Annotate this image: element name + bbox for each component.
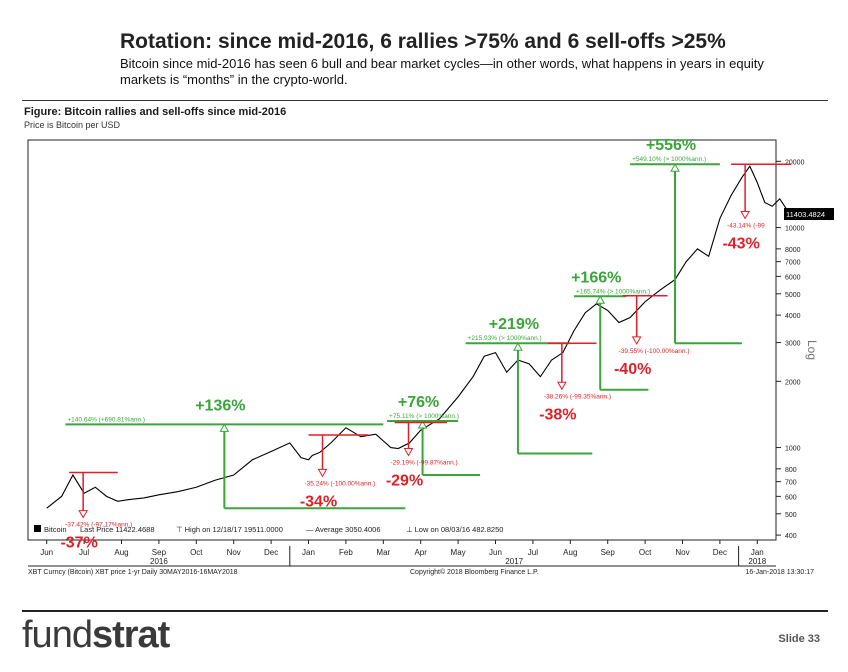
slide-title: Rotation: since mid-2016, 6 rallies >75%…	[120, 30, 726, 53]
brand-bold: strat	[91, 614, 170, 656]
x-year-label: 2018	[748, 557, 766, 566]
chart-source: XBT Curncy (Bitcoin) XBT price 1-yr Dail…	[28, 569, 238, 576]
y-tick-label: 3000	[785, 341, 801, 348]
selloff-percent-label: -43%	[722, 235, 759, 252]
y-tick-label: 4000	[785, 313, 801, 320]
last-price-box	[784, 208, 834, 221]
y-tick-label: 800	[785, 467, 797, 474]
y-tick-label: 20000	[785, 159, 805, 166]
legend-last-price: Last Price 11422.4688	[80, 525, 155, 534]
x-tick-label: Jul	[79, 548, 89, 557]
selloff-arrow-head	[317, 468, 328, 478]
x-tick-label: Jun	[489, 548, 502, 557]
rally-detail-label: +215.93% (> 1000%ann.)	[468, 335, 542, 342]
figure-title: Figure: Bitcoin rallies and sell-offs si…	[24, 106, 287, 118]
fundstrat-logo: fundstrat	[22, 614, 170, 657]
x-tick-label: Oct	[190, 548, 203, 557]
x-tick-label: Sep	[601, 548, 616, 557]
rally-arrow-head	[513, 342, 523, 351]
y-tick-label: 600	[785, 494, 797, 501]
rally-arrow-head	[595, 295, 606, 304]
y-tick-label: 6000	[785, 274, 801, 281]
selloff-detail-label: -29.19% (-99.87%ann.)	[391, 460, 458, 467]
x-tick-label: Nov	[675, 548, 689, 557]
footer-divider	[22, 610, 828, 612]
rally-arrow-head	[219, 423, 230, 432]
y-tick-label: 5000	[785, 292, 801, 299]
x-tick-label: Aug	[563, 548, 577, 557]
x-tick-label: Apr	[414, 548, 427, 557]
last-price-label: 11403.4824	[786, 210, 825, 219]
x-tick-label: Mar	[376, 548, 390, 557]
x-tick-label: Oct	[639, 548, 652, 557]
selloff-arrow-head	[740, 210, 750, 220]
figure-subtitle: Price is Bitcoin per USD	[24, 120, 121, 130]
y-tick-label: 1000	[785, 446, 801, 453]
x-tick-label: Dec	[264, 548, 278, 557]
y-tick-label: 500	[785, 512, 797, 519]
x-tick-label: Sep	[152, 548, 167, 557]
rally-percent-label: +556%	[646, 137, 696, 154]
selloff-percent-label: -34%	[300, 493, 337, 510]
legend-low: ⊥ Low on 08/03/16 482.8250	[406, 525, 503, 534]
bitcoin-chart: 400 500 600 700 800 1000 2000 3000 4000 5000 6000 7…	[27, 137, 834, 576]
selloff-percent-label: -29%	[386, 473, 423, 490]
rally-detail-label: +75.11% (> 1000%ann.)	[389, 413, 459, 420]
x-year-label: 2016	[150, 557, 168, 566]
rally-arrow-head	[417, 420, 428, 429]
rally-percent-label: +76%	[398, 394, 439, 411]
x-tick-label: Aug	[114, 548, 128, 557]
rally-percent-label: +166%	[571, 269, 621, 286]
selloff-detail-label: -38.26% (-99.35%ann.)	[544, 393, 611, 400]
selloff-detail-label: -43.14% (-99	[727, 222, 765, 229]
slide-number: Slide 33	[778, 633, 820, 645]
x-tick-label: May	[451, 548, 466, 557]
rally-detail-label: +140.64% (+690.81%ann.)	[67, 416, 145, 423]
legend-swatch	[34, 525, 41, 532]
y-tick-label: 8000	[785, 247, 801, 254]
selloff-arrow-head	[631, 336, 642, 345]
rally-arrow-head	[670, 163, 680, 172]
chart-timestamp: 16-Jan-2018 13:30:17	[746, 569, 815, 576]
selloff-percent-label: -40%	[614, 361, 651, 378]
x-tick-label: Jun	[40, 548, 53, 557]
rally-percent-label: +136%	[195, 397, 245, 414]
y-tick-label: 2000	[785, 379, 801, 386]
x-tick-label: Jan	[302, 548, 315, 557]
bitcoin-price-line	[46, 165, 792, 509]
selloff-arrow-head	[403, 448, 414, 457]
x-tick-label: Dec	[713, 548, 727, 557]
chart-copyright: Copyright© 2018 Bloomberg Finance L.P.	[410, 568, 539, 576]
y-tick-label: 7000	[785, 260, 801, 267]
selloff-detail-label: -35.24% (-100.00%ann.)	[305, 480, 376, 487]
selloff-detail-label: -37.42% (-97.17%ann.)	[65, 522, 132, 529]
selloff-arrow-head	[78, 510, 89, 519]
y-tick-label: 400	[785, 533, 797, 540]
selloff-detail-label: -39.55% (-100.00%ann.)	[619, 348, 690, 355]
plot-frame	[27, 139, 777, 541]
x-tick-label: Feb	[339, 548, 353, 557]
slide-subtitle: Bitcoin since mid-2016 has seen 6 bull a…	[120, 56, 764, 87]
x-tick-label: Jan	[751, 548, 764, 557]
header-divider	[22, 100, 828, 101]
rally-percent-label: +219%	[489, 316, 539, 333]
x-tick-label: Nov	[227, 548, 241, 557]
x-year-label: 2017	[505, 557, 523, 566]
y-tick-label: 10000	[785, 226, 805, 233]
brand-light: fund	[22, 614, 93, 656]
selloff-arrow-head	[556, 381, 567, 391]
x-tick-label: Jul	[528, 548, 538, 557]
selloff-percent-label: -38%	[539, 406, 576, 423]
legend-series: Bitcoin	[44, 525, 67, 534]
y-tick-label: 700	[785, 480, 797, 487]
legend-average: — Average 3050.4006	[306, 525, 381, 534]
rally-detail-label: +165.74% (> 1000%ann.)	[576, 288, 650, 295]
selloff-percent-label: -37%	[60, 535, 97, 552]
legend-high: ⊤ High on 12/18/17 19511.0000	[176, 525, 283, 534]
y-axis-label: Log	[805, 340, 819, 360]
rally-detail-label: +549.10% (> 1000%ann.)	[632, 156, 706, 163]
